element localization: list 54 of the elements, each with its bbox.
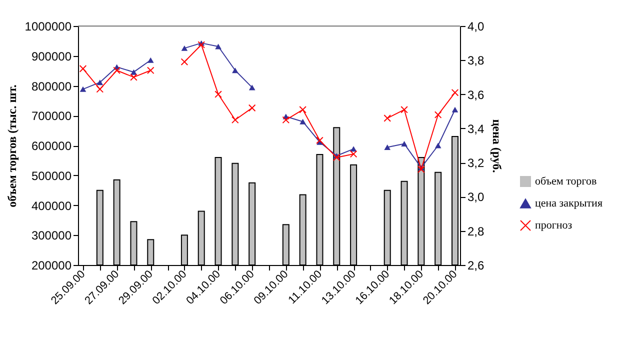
point [146,66,154,74]
point [130,74,138,81]
legend-label: объем торгов [535,176,597,188]
y2-tick-label: 2,8 [468,224,485,238]
point [384,144,391,150]
y2-axis-title: цена (руб. [490,119,504,173]
y2-tick-label: 3,4 [468,122,485,136]
y-tick-label: 900000 [31,49,72,64]
point [232,116,239,124]
point [96,86,104,93]
y-tick-label: 600000 [31,139,72,153]
point [384,114,392,122]
y2-tick-label: 3,2 [468,156,485,170]
point [113,66,120,74]
y2-tick-label: 3,6 [468,88,485,102]
y2-tick-label: 3,0 [468,190,485,204]
point [214,90,222,98]
point [181,45,188,51]
y-tick-label: 400000 [31,198,72,213]
y-tick-label: 200000 [31,258,72,272]
legend-label: цена закрытия [535,198,603,210]
y-tick-label: 500000 [31,168,72,183]
point [215,44,222,50]
point [248,104,256,112]
point [299,106,306,114]
point [282,116,290,124]
point [232,68,238,74]
y2-tick-label: 4,0 [468,20,485,34]
point [332,154,340,162]
point [248,84,256,90]
point [350,150,358,158]
point [452,106,458,112]
point [300,118,306,124]
y2-tick-label: 2,6 [468,258,485,272]
point [434,111,442,118]
point [147,57,154,63]
point [80,86,86,92]
y-tick-label: 800000 [31,79,72,94]
point [418,166,425,174]
point [401,141,408,147]
y-axis-title: объем торгов (тыс. шт. [4,84,19,208]
y-tick-label: 1000000 [24,20,72,34]
point [180,58,188,66]
point [451,88,459,96]
point [400,106,408,114]
y2-tick-label: 3,8 [468,54,485,68]
point [79,65,87,72]
point [316,136,324,144]
y-tick-label: 700000 [31,109,72,124]
legend-label: прогноз [535,220,572,232]
point [96,80,104,86]
point [434,142,442,148]
point [198,41,206,48]
y-tick-label: 300000 [31,228,72,243]
